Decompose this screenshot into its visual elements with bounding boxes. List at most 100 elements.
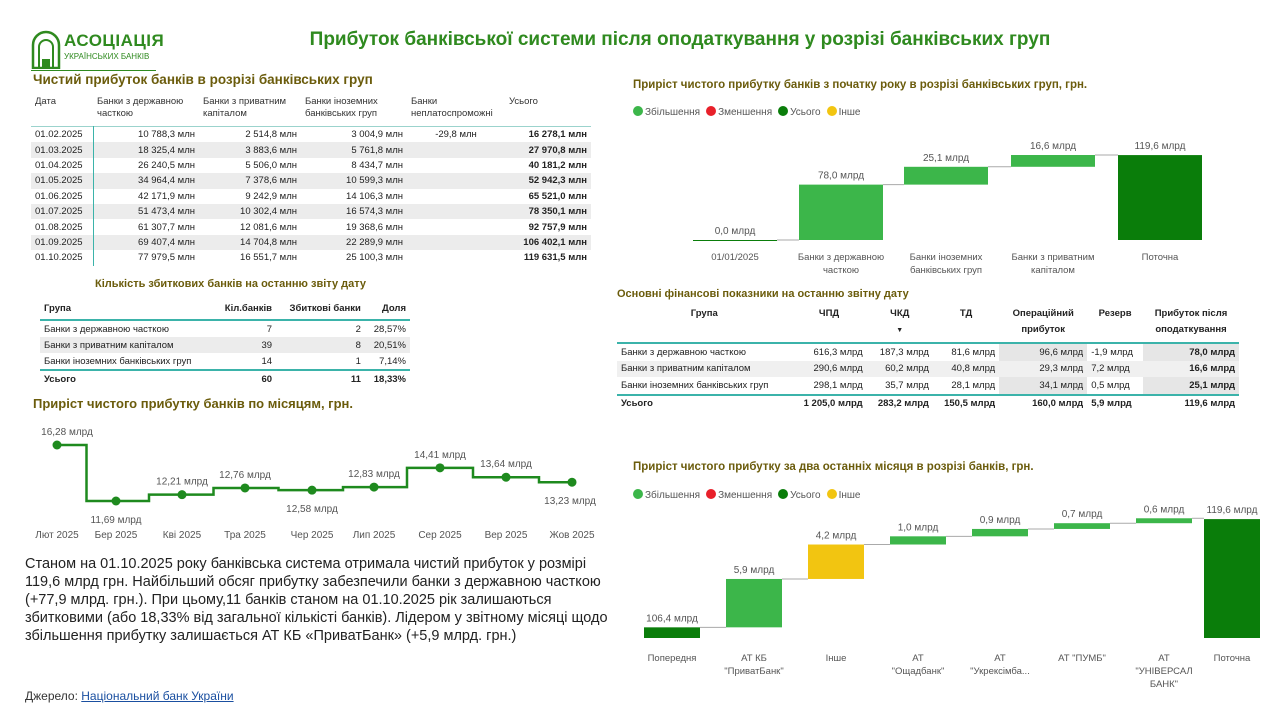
waterfall-bar[interactable] [972, 528, 1028, 537]
data-point[interactable] [369, 482, 379, 492]
waterfall-bar[interactable] [644, 627, 700, 638]
table-cell: 14 106,3 млн [346, 190, 403, 202]
table-row: Банки іноземних банківських груп 14 1 7,14% [40, 353, 410, 370]
column-header[interactable]: Банки з приватним капіталом [203, 96, 287, 119]
x-tick-label: Попередня [648, 653, 697, 664]
data-label: 14,41 млрд [414, 450, 466, 461]
sort-down-icon[interactable]: ▼ [896, 327, 904, 334]
legend-item[interactable]: Збільшення [633, 106, 700, 118]
source-link[interactable]: Національний банк України [81, 689, 234, 703]
data-point[interactable] [435, 463, 445, 473]
legend-item[interactable]: Інше [826, 489, 860, 501]
table-cell: 34,1 млрд [999, 377, 1088, 395]
column-header[interactable]: Банки з державною часткою [97, 96, 184, 119]
x-tick-label: Вер 2025 [485, 530, 528, 541]
waterfall-bar[interactable] [1011, 155, 1095, 167]
table-row: 01.05.2025 34 964,4 млн 7 378,6 млн 10 599,… [31, 173, 591, 189]
loss-table: Група Кіл.банків Збиткові банки Доля Банки з… [40, 297, 410, 387]
column-header[interactable]: Операційний прибуток [1012, 308, 1074, 335]
waterfall-bar[interactable] [890, 536, 946, 545]
banks-waterfall-chart: 106,4 млрд Попередня 5,9 млрд АТ КБ "ПриватБ… [644, 505, 1260, 690]
table-cell: 92 757,9 млн [528, 221, 587, 233]
x-tick-label: Тра 2025 [224, 530, 266, 541]
legend-item[interactable]: Зменшення [706, 489, 772, 501]
data-point[interactable] [52, 440, 62, 450]
data-label: 1,0 млрд [898, 522, 939, 533]
data-point[interactable] [240, 483, 250, 493]
data-label: 12,58 млрд [286, 504, 338, 515]
column-header[interactable]: Дата [35, 96, 57, 107]
legend-item[interactable]: Усього [778, 489, 821, 501]
table-cell: 3 004,9 млн [351, 129, 403, 141]
table-cell: 61 307,7 млн [138, 221, 195, 233]
column-header[interactable]: ТД [959, 308, 973, 319]
table-cell: 2 514,8 млн [245, 129, 297, 141]
waterfall-bar[interactable] [693, 240, 777, 241]
waterfall-bar[interactable] [1204, 519, 1260, 638]
total-row: Усього 60 11 18,33% [40, 370, 410, 387]
column-header[interactable]: Прибуток після оподаткування [1154, 308, 1228, 335]
column-header[interactable]: ЧПД [818, 308, 840, 319]
data-label: 16,28 млрд [41, 427, 93, 438]
waterfall-bar[interactable] [799, 184, 883, 240]
table-cell: Банки іноземних банківських груп [44, 355, 192, 367]
column-header[interactable]: Група [44, 302, 72, 314]
data-point[interactable] [111, 496, 121, 506]
waterfall-bar[interactable] [1136, 518, 1192, 524]
monthly-chart-title: Приріст чистого прибутку банків по місяц… [33, 396, 354, 411]
data-point[interactable] [177, 490, 187, 500]
x-tick-label: Жов 2025 [549, 530, 594, 541]
legend-dot-icon [778, 106, 789, 116]
legend-dot-icon [826, 106, 837, 116]
legend-item[interactable]: Зменшення [706, 106, 772, 118]
table-cell: 25 100,3 млн [346, 252, 403, 264]
table-cell: 01.08.2025 [31, 219, 94, 235]
data-point[interactable] [307, 485, 317, 495]
table-cell: 8 434,7 млн [351, 159, 403, 171]
legend-item[interactable]: Збільшення [633, 489, 700, 501]
waterfall-bar[interactable] [726, 578, 782, 628]
legend-item[interactable]: Усього [778, 106, 821, 118]
data-label: 12,21 млрд [156, 477, 208, 488]
data-point[interactable] [567, 477, 577, 487]
table-row: Банки з приватним капіталом 290,6 млрд 60,… [617, 360, 1239, 377]
waterfall-bar[interactable] [1054, 523, 1110, 529]
table-cell: 26 240,5 млн [138, 159, 195, 171]
x-tick-label: Кві 2025 [163, 530, 202, 541]
table-cell: 7,14% [379, 355, 406, 367]
data-label: 0,6 млрд [1144, 505, 1185, 515]
column-header[interactable]: Кіл.банків [224, 302, 273, 314]
waterfall-bar[interactable] [1118, 155, 1202, 240]
data-point[interactable] [501, 472, 511, 482]
table-cell: 28,57% [373, 323, 406, 335]
table-cell: 160,0 млрд [1032, 398, 1084, 410]
table-cell: 27 970,8 млн [505, 142, 591, 158]
column-header[interactable]: Група [690, 308, 718, 319]
legend-item[interactable]: Інше [826, 106, 860, 118]
column-header[interactable]: Банки іноземних банківських груп [305, 96, 378, 119]
logo-arch-icon [31, 30, 61, 69]
column-header[interactable]: Збиткові банки [289, 302, 361, 314]
data-label: 5,9 млрд [734, 565, 775, 576]
data-label: 78,0 млрд [818, 171, 864, 182]
table-cell: 19 368,6 млн [346, 221, 403, 233]
waterfall-bar[interactable] [904, 166, 988, 185]
table-cell: 14 [261, 355, 273, 367]
table-cell: -29,8 млн [435, 129, 477, 141]
table-cell: 10 788,3 млн [138, 129, 195, 141]
table-row: 01.04.2025 26 240,5 млн 5 506,0 млн 8 434,7… [31, 157, 591, 174]
column-header[interactable]: Доля [381, 302, 406, 314]
column-header[interactable]: Банки неплатоспроможні [411, 96, 493, 119]
waterfall-bar[interactable] [808, 544, 864, 579]
table-cell [407, 250, 505, 265]
column-header[interactable]: Резерв [1098, 308, 1132, 319]
table-row: 01.09.2025 69 407,4 млн 14 704,8 млн 22 289… [31, 234, 591, 251]
data-label: 119,6 млрд [1207, 505, 1258, 516]
table-cell: 52 942,3 млн [505, 173, 591, 189]
data-label: 11,69 млрд [91, 515, 142, 526]
table-cell [407, 203, 505, 220]
fin-table-title: Основні фінансові показники на останню з… [617, 288, 909, 300]
column-header[interactable]: ЧКД ▼ [890, 308, 910, 334]
summary-text: Станом на 01.10.2025 року банківська сис… [25, 556, 608, 644]
column-header[interactable]: Усього [509, 96, 538, 107]
